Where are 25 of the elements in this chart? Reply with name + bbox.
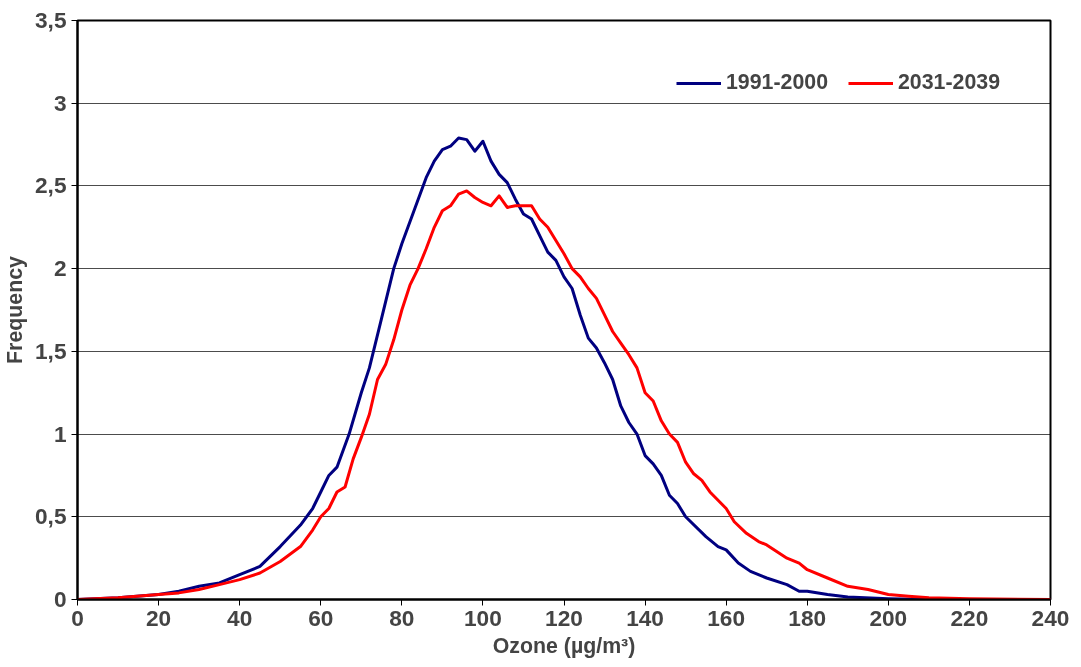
x-tick-label: 220 [950, 604, 989, 631]
legend-label: 1991-2000 [726, 70, 828, 95]
y-tick-label: 0 [53, 586, 67, 612]
x-tick-label: 180 [788, 604, 827, 631]
y-tick-label: 0,5 [35, 503, 67, 530]
x-tick-label: 200 [869, 604, 908, 631]
x-tick-label: 120 [545, 604, 583, 631]
y-tick-label: 1 [53, 420, 67, 447]
y-axis-title: Frequency [3, 255, 27, 364]
x-tick-label: 0 [71, 604, 84, 631]
y-tick-label: 2,5 [35, 172, 67, 199]
x-tick-label: 20 [145, 604, 172, 631]
y-tick-label: 2 [53, 255, 67, 282]
y-tick-label: 3,5 [35, 7, 67, 33]
x-tick-label: 100 [464, 604, 502, 631]
x-tick-label: 60 [308, 604, 334, 631]
x-axis-title: Ozone (µg/m³) [492, 633, 636, 658]
x-tick-label: 240 [1031, 604, 1070, 631]
x-tick-label: 40 [227, 604, 253, 631]
x-tick-label: 80 [389, 604, 415, 631]
y-tick-label: 1,5 [35, 337, 67, 364]
x-tick-label: 140 [626, 604, 664, 631]
y-tick-label: 3 [53, 89, 67, 116]
legend-label: 2031-2039 [898, 70, 1000, 95]
x-tick-label: 160 [707, 604, 746, 631]
